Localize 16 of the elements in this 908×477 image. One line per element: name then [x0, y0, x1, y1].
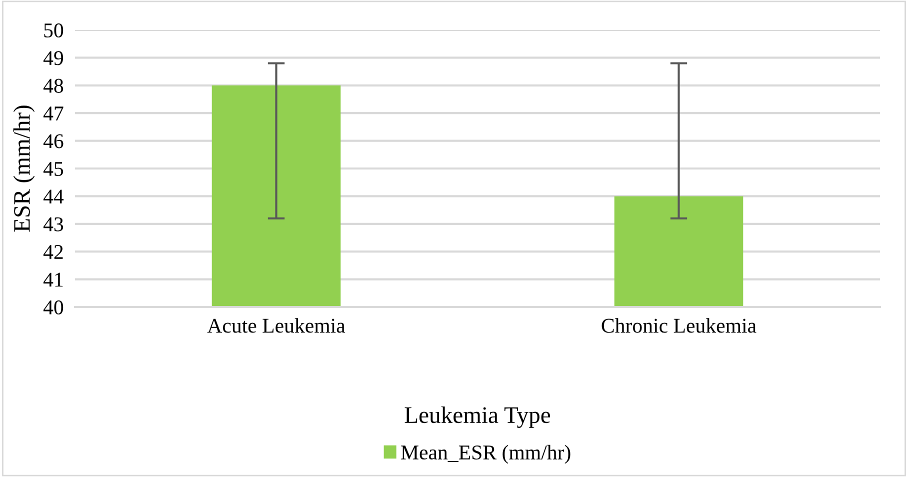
y-tick-label: 49: [43, 51, 64, 66]
y-tick-label: 47: [43, 106, 64, 120]
y-tick-label: 40: [43, 300, 64, 314]
y-tick-label: 50: [44, 23, 64, 38]
y-tick-label: 43: [43, 217, 64, 232]
y-tick-label: 45: [43, 162, 64, 176]
y-tick-label: 46: [43, 134, 64, 148]
y-tick-label: 41: [43, 272, 63, 287]
y-tick-label: 44: [43, 190, 64, 204]
y-tick-label: 42: [43, 245, 63, 259]
x-tick-label: Acute Leukemia: [207, 318, 346, 333]
legend-label: Mean_ESR (mm/hr): [401, 444, 570, 464]
y-axis-title: ESR (mm/hr): [13, 106, 35, 232]
x-axis-title: Leukemia Type: [404, 406, 550, 428]
y-tick-label: 48: [43, 78, 64, 93]
x-tick-label: Chronic Leukemia: [602, 318, 756, 333]
